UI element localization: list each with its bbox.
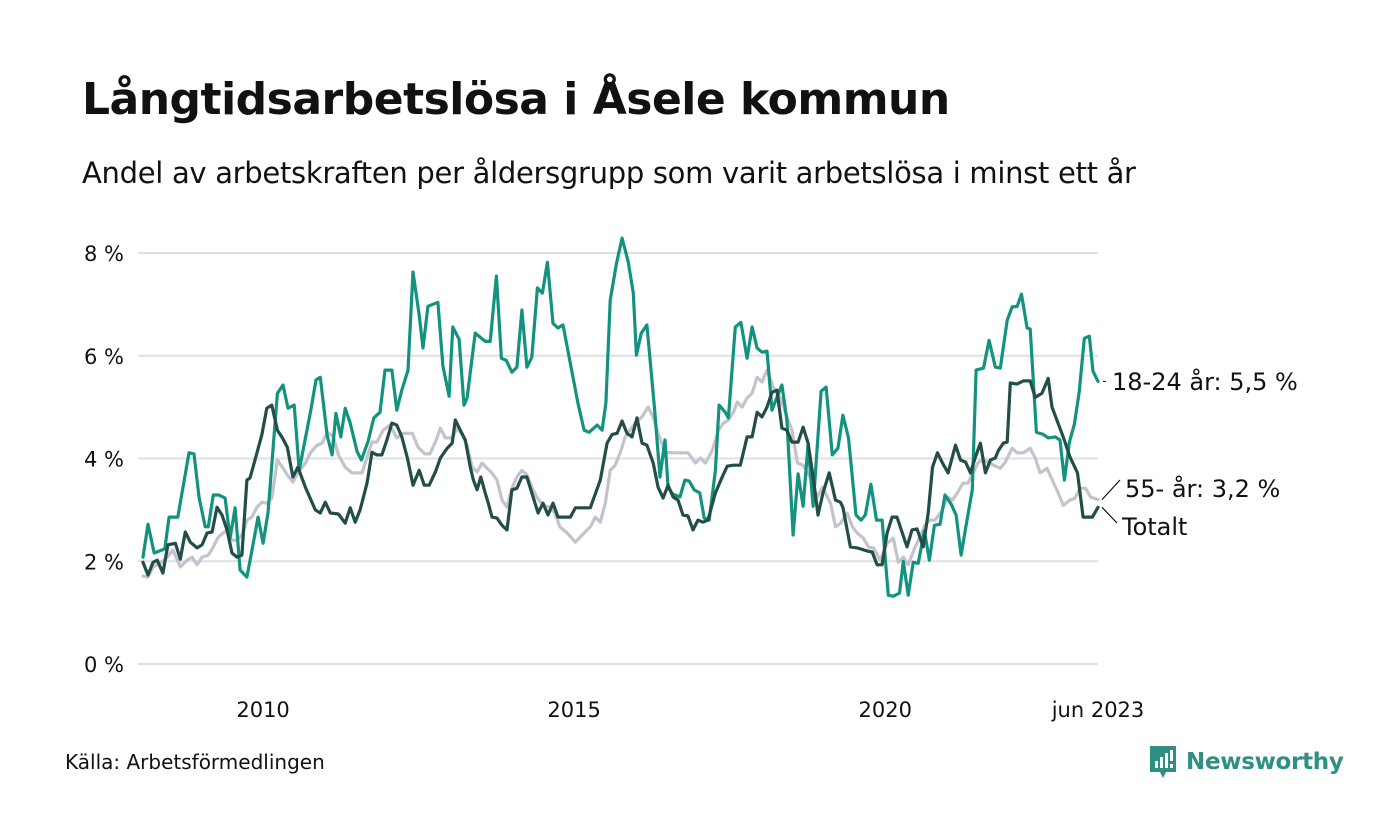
y-tick-label: 8 % <box>84 242 124 266</box>
leader-line <box>1101 506 1118 524</box>
x-tick-label: jun 2023 <box>1051 698 1145 722</box>
chart-title: Långtidsarbetslösa i Åsele kommun <box>82 74 950 125</box>
y-tick-label: 4 % <box>84 448 124 472</box>
x-tick-label: 2015 <box>547 698 600 722</box>
source-credit: Källa: Arbetsförmedlingen <box>65 750 325 774</box>
series-line-totalt <box>141 376 1100 577</box>
brand[interactable]: Newsworthy <box>1148 744 1344 780</box>
end-label: 18-24 år: 5,5 % <box>1112 367 1298 396</box>
y-tick-label: 6 % <box>84 345 124 369</box>
y-axis-ticks: 0 % 2 % 4 % 6 % 8 % <box>84 242 124 677</box>
series-line-18-24-r <box>141 236 1100 598</box>
chart-subtitle: Andel av arbetskraften per åldersgrupp s… <box>82 156 1136 190</box>
end-labels: 55- år: 3,2 % 18-24 år: 5,5 % Totalt <box>1101 367 1298 541</box>
newsworthy-logo-icon <box>1150 746 1176 778</box>
x-tick-label: 2010 <box>236 698 289 722</box>
x-tick-label: 2020 <box>858 698 911 722</box>
y-tick-label: 2 % <box>84 550 124 574</box>
end-label: Totalt <box>1121 513 1187 541</box>
leader-line <box>1101 479 1121 501</box>
brand-name: Newsworthy <box>1186 749 1344 775</box>
series-lines <box>141 236 1100 598</box>
end-label: 55- år: 3,2 % <box>1125 474 1280 503</box>
y-tick-label: 0 % <box>84 653 124 677</box>
x-axis-ticks: 2010 2015 2020 jun 2023 <box>236 698 1144 722</box>
